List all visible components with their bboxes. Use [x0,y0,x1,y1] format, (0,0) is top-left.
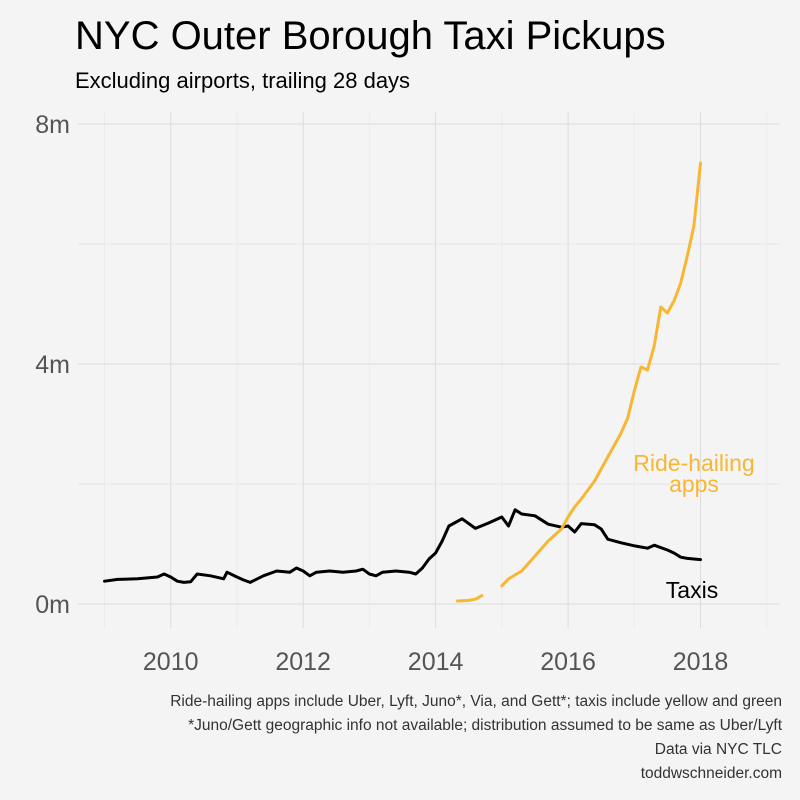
series-line-taxis [103,508,702,584]
chart-title: NYC Outer Borough Taxi Pickups [75,14,666,58]
y-tick-label: 0m [35,591,70,619]
x-tick-label: 2012 [275,648,331,676]
chart-subtitle: Excluding airports, trailing 28 days [75,68,411,93]
ride-hailing-label: apps [669,471,719,497]
series-line-ride-hailing-apps [500,161,702,588]
caption-website: toddwschneider.com [640,765,782,782]
y-tick-label: 8m [35,111,70,139]
ride-hailing-label: Ride-hailing [633,450,754,476]
caption-juno-gett-note: *Juno/Gett geographic info not available… [188,717,782,734]
series-line-ride-hailing-apps [456,594,484,603]
x-tick-label: 2010 [143,648,199,676]
x-tick-label: 2014 [408,648,464,676]
caption-data-source: Data via NYC TLC [654,741,782,758]
caption-services-note: Ride-hailing apps include Uber, Lyft, Ju… [170,693,782,710]
y-tick-label: 4m [35,351,70,379]
taxis-label: Taxis [666,577,718,603]
x-tick-label: 2016 [540,648,596,676]
x-tick-label: 2018 [673,648,729,676]
